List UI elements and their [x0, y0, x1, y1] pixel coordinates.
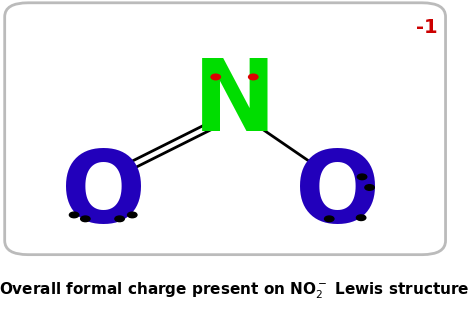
Circle shape: [365, 185, 374, 190]
Circle shape: [325, 216, 334, 222]
Circle shape: [356, 215, 366, 220]
Circle shape: [81, 216, 90, 222]
Circle shape: [128, 212, 137, 218]
Circle shape: [249, 74, 258, 80]
Circle shape: [211, 74, 220, 80]
Text: O: O: [61, 147, 146, 245]
Circle shape: [69, 212, 79, 218]
Circle shape: [357, 174, 367, 180]
FancyBboxPatch shape: [5, 3, 446, 255]
Text: Overall formal charge present on NO$_2^-$ Lewis structure: Overall formal charge present on NO$_2^-…: [0, 280, 469, 301]
Text: N: N: [193, 55, 276, 152]
Circle shape: [115, 216, 124, 222]
Text: O: O: [295, 147, 380, 245]
Text: -1: -1: [416, 18, 438, 38]
